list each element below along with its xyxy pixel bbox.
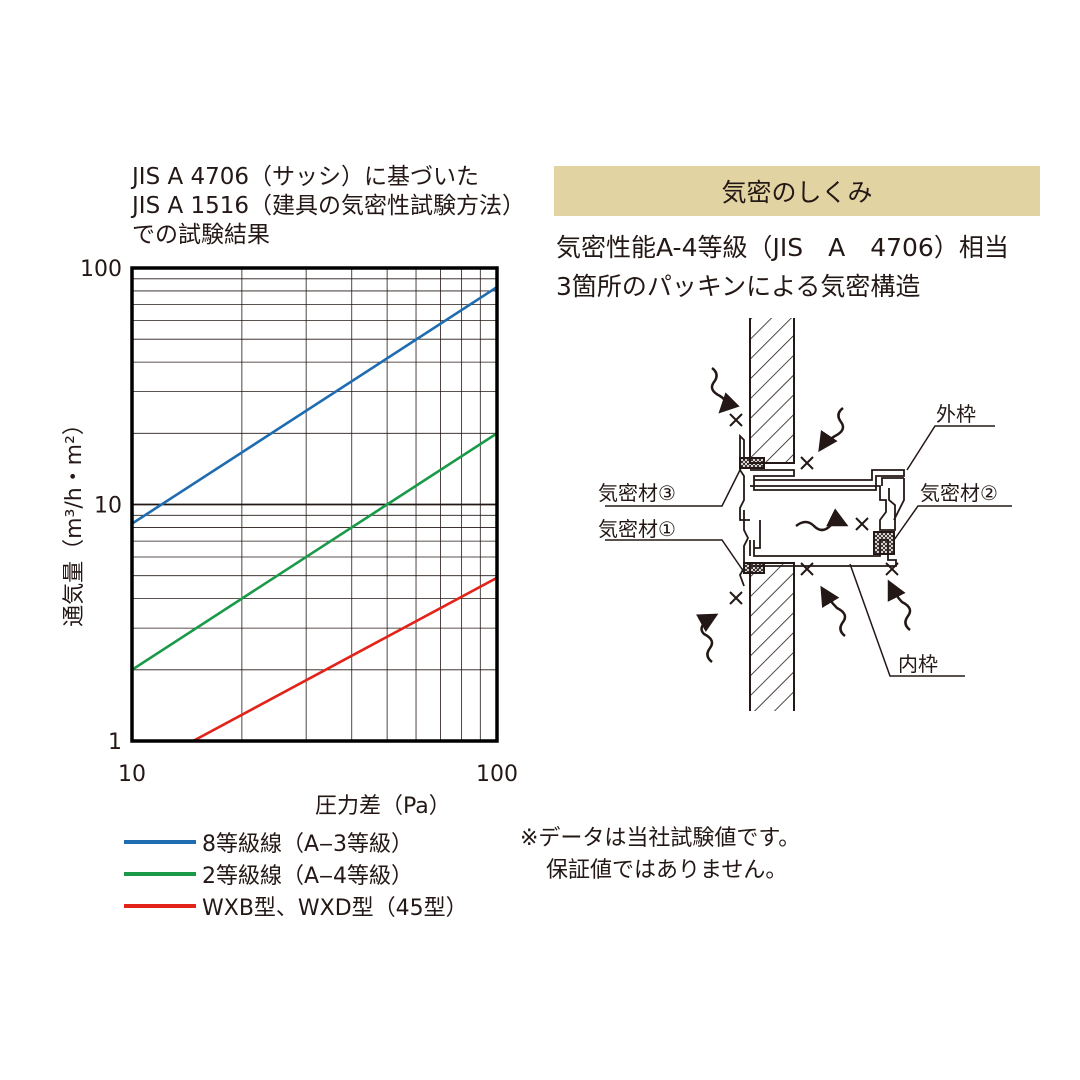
mechanism-banner: 気密のしくみ [554,166,1040,216]
label-seal3: 気密材③ [598,481,676,505]
y-tick-label: 10 [94,494,122,519]
leader-seal3 [605,465,743,507]
mechanism-banner-title: 気密のしくみ [721,178,873,207]
chart-tick-labels: 1 10 100 10 100 [80,257,518,787]
airflow-arrow-center [795,508,849,532]
leader-inner-frame [849,563,965,677]
seal-3-mark [739,457,765,469]
label-seal2: 気密材② [920,481,998,505]
chart-legend: 8等級線（A‒3等級） 2等級線（A‒4等級） WXB型、WXD型（45型） [124,826,468,922]
leader-seal1 [605,539,745,573]
legend-item-grade8: 8等級線（A‒3等級） [124,826,468,858]
series-line-0 [132,286,497,525]
x-tick-label: 100 [476,762,518,787]
x-axis-label: 圧力差（Pa） [315,794,451,819]
legend-item-grade2: 2等級線（A‒4等級） [124,858,468,890]
chart-grid [132,268,497,741]
wall-upper [749,318,795,464]
label-seal1: 気密材① [598,517,676,541]
seal-1-mark [743,562,765,574]
legend-label: WXB型、WXD型（45型） [202,896,468,921]
seal-2-mark [873,531,895,555]
series-line-2 [192,576,497,741]
legend-swatch [124,840,196,844]
legend-swatch [124,872,196,876]
leader-outer-frame [906,425,995,471]
block-marks [729,413,899,605]
mechanism-desc-line1: 気密性能A-4等級（JIS A 4706）相当 [556,233,1009,262]
legend-item-wxb-wxd: WXB型、WXD型（45型） [124,890,468,922]
airflow-arrow-lower-mid [820,585,847,637]
airflow-arrow-upper-right [818,407,845,453]
chart-title-line3: での試験結果 [132,222,270,248]
note-line2: 保証値ではありません。 [546,858,788,883]
outer-frame-profile [739,433,905,531]
airtight-diagram [605,318,1012,711]
note-line1: ※データは当社試験値です。 [520,826,801,851]
mechanism-description: 気密性能A-4等級（JIS A 4706）相当 3箇所のパッキンによる気密構造 [556,228,1009,306]
leader-seal2 [893,505,1012,541]
leader-lines [605,425,1012,677]
airflow-arrow-lower-left [696,613,719,663]
chart-title-line1: JIS A 4706（サッシ）に基づいた [132,164,480,190]
airflow-arrow-upper-left [710,367,740,414]
airflow-arrow-lower-right [887,579,912,631]
label-outer-frame: 外枠 [936,402,976,426]
plot-frame [130,266,499,743]
chart-title-line2: JIS A 1516（建具の気密性試験方法） [132,193,526,219]
label-inner-frame: 内枠 [898,652,938,676]
disclaimer-note: ※データは当社試験値です。 保証値ではありません。 [520,823,800,887]
legend-swatch [124,904,196,908]
y-tick-label: 100 [80,257,122,282]
chart-title: JIS A 4706（サッシ）に基づいた JIS A 1516（建具の気密性試験… [132,163,525,250]
chart-series-group [132,286,497,741]
y-tick-label: 1 [108,730,122,755]
wall-lower [749,562,795,711]
series-line-1 [132,432,497,671]
mechanism-desc-line2: 3箇所のパッキンによる気密構造 [556,272,921,301]
legend-label: 8等級線（A‒3等級） [202,832,414,857]
legend-label: 2等級線（A‒4等級） [202,864,414,889]
y-axis-label: 通気量（m³/h・m²） [62,413,87,627]
x-tick-label: 10 [118,762,146,787]
